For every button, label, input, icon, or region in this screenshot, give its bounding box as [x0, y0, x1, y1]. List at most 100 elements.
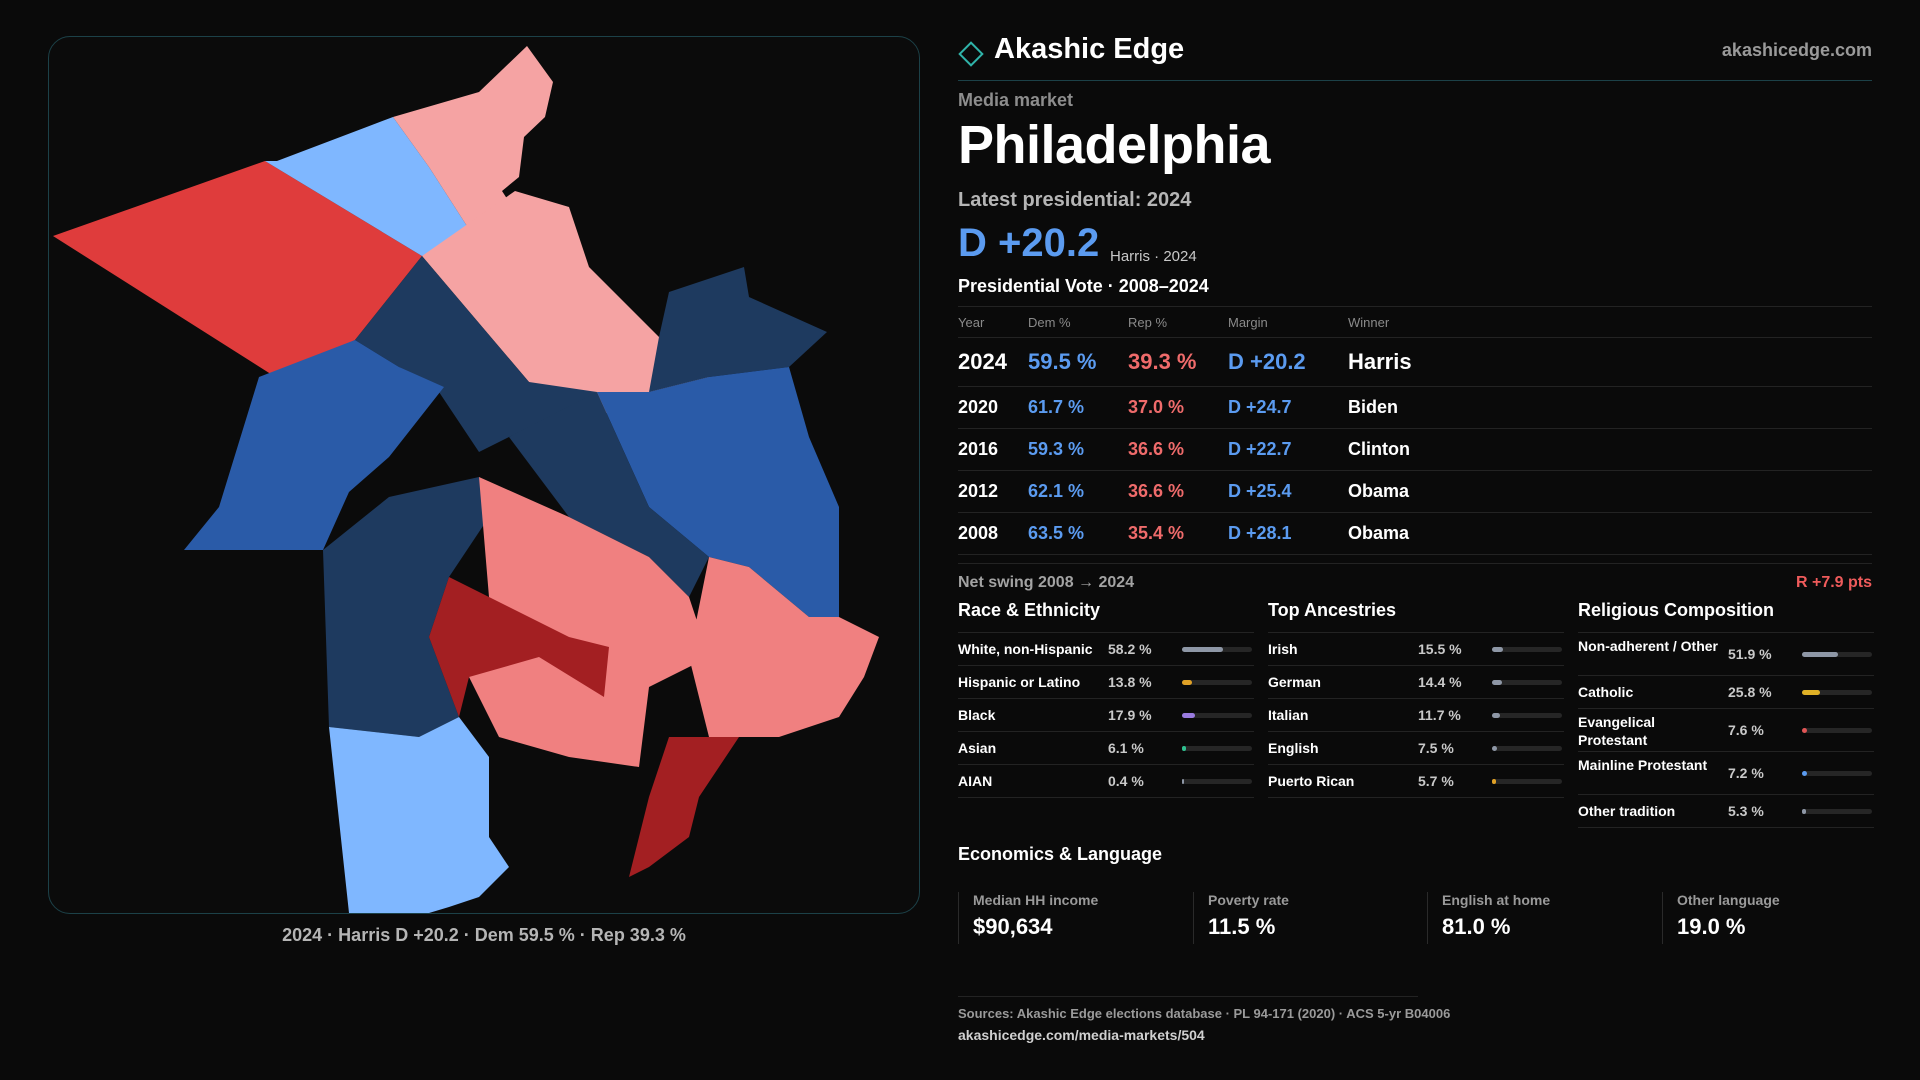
share-bar: [1802, 808, 1872, 814]
demographic-pct: 7.2 %: [1728, 765, 1764, 781]
county-region[interactable]: [429, 577, 609, 717]
demographic-pct: 5.3 %: [1728, 803, 1764, 819]
brand-name: Akashic Edge: [994, 33, 1185, 65]
demographic-row: Non-adherent / Other 51.9 %: [1578, 633, 1874, 676]
site-link[interactable]: akashicedge.com: [1721, 40, 1872, 60]
demographic-pct: 25.8 %: [1728, 684, 1772, 700]
winner-cell: Obama: [1348, 512, 1872, 555]
year-cell: 2008: [958, 512, 1028, 555]
share-bar-fill: [1492, 778, 1496, 784]
share-bar: [1492, 679, 1562, 685]
county-region[interactable]: [184, 340, 444, 550]
winner-cell: Obama: [1348, 470, 1872, 513]
winner-cell: Harris: [1348, 337, 1872, 387]
county-region[interactable]: [629, 737, 739, 877]
demographic-row: White, non-Hispanic 58.2 %: [958, 633, 1254, 666]
demographic-row: Catholic 25.8 %: [1578, 676, 1874, 709]
demographic-row: Black 17.9 %: [958, 699, 1254, 732]
county-region[interactable]: [53, 161, 422, 378]
demographic-label: Hispanic or Latino: [958, 674, 1081, 690]
vote-table-title: Presidential Vote · 2008–2024: [958, 276, 1209, 296]
share-bar-fill: [1492, 646, 1503, 652]
net-swing-row: Net swing 2008 → 2024 R +7.9 pts: [958, 563, 1872, 604]
stat-median-income: Median HH income $90,634: [958, 892, 1193, 944]
vote-table: Year Dem % Rep % Margin Winner 2024 59.5…: [958, 306, 1872, 555]
demographic-row: Other tradition 5.3 %: [1578, 795, 1874, 828]
county-region[interactable]: [355, 256, 597, 452]
share-bar: [1492, 712, 1562, 718]
share-bar-fill: [1182, 778, 1184, 784]
share-bar: [1182, 712, 1252, 718]
county-region[interactable]: [422, 191, 709, 417]
diamond-logo-icon: [958, 41, 984, 67]
ancestries-section: Top Ancestries Irish 15.5 % German 14.4 % It…: [1268, 600, 1564, 798]
county-region[interactable]: [329, 717, 509, 913]
county-region[interactable]: [597, 367, 839, 617]
headline-winner: Harris · 2024: [1110, 248, 1197, 265]
demographic-pct: 6.1 %: [1108, 740, 1144, 756]
rep-cell: 35.4 %: [1128, 512, 1228, 555]
margin-cell: D +22.7: [1228, 428, 1348, 471]
demographic-row: German 14.4 %: [1268, 666, 1564, 699]
demographic-row: Evangelical Protestant 7.6 %: [1578, 709, 1874, 752]
share-bar: [1492, 778, 1562, 784]
margin-cell: D +28.1: [1228, 512, 1348, 555]
demographic-label: Evangelical Protestant: [1578, 714, 1656, 748]
source-link[interactable]: akashicedge.com/media-markets/504: [958, 1027, 1205, 1043]
demographic-row: Irish 15.5 %: [1268, 633, 1564, 666]
county-region[interactable]: [265, 117, 474, 256]
demographic-row: AIAN 0.4 %: [958, 765, 1254, 798]
dem-cell: 59.3 %: [1028, 428, 1128, 471]
stat-value: $90,634: [973, 914, 1053, 939]
share-bar: [1182, 646, 1252, 652]
header-winner: Winner: [1348, 306, 1872, 338]
county-region[interactable]: [689, 557, 879, 737]
county-region[interactable]: [509, 392, 709, 597]
sources-note: Sources: Akashic Edge elections database…: [958, 1006, 1451, 1021]
margin-cell: D +20.2: [1228, 337, 1348, 387]
stat-label: Other language: [1677, 892, 1780, 908]
share-bar: [1492, 646, 1562, 652]
stat-english-at-home: English at home 81.0 %: [1427, 892, 1662, 944]
demographic-pct: 5.7 %: [1418, 773, 1454, 789]
dem-cell: 59.5 %: [1028, 337, 1128, 387]
share-bar: [1182, 679, 1252, 685]
share-bar-fill: [1182, 646, 1223, 652]
winner-cell: Biden: [1348, 386, 1872, 429]
county-region[interactable]: [469, 477, 709, 767]
ancestries-title: Top Ancestries: [1268, 600, 1564, 633]
demographic-rows: Irish 15.5 % German 14.4 % Italian 11.7 % Engl…: [1268, 633, 1564, 798]
share-bar: [1492, 745, 1562, 751]
demographic-label: Other tradition: [1578, 803, 1676, 819]
county-region[interactable]: [649, 267, 827, 392]
stat-label: English at home: [1442, 892, 1551, 908]
rep-cell: 39.3 %: [1128, 337, 1228, 387]
margin-cell: D +24.7: [1228, 386, 1348, 429]
year-cell: 2012: [958, 470, 1028, 513]
header-dem: Dem %: [1028, 306, 1128, 338]
stat-value: 81.0 %: [1442, 914, 1511, 939]
latest-presidential-label: Latest presidential: 2024: [958, 189, 1192, 211]
share-bar-fill: [1802, 770, 1808, 776]
county-map[interactable]: [49, 37, 920, 914]
demographic-row: English 7.5 %: [1268, 732, 1564, 765]
share-bar-fill: [1492, 745, 1498, 751]
share-bar: [1182, 745, 1252, 751]
demographic-label: Puerto Rican: [1268, 773, 1355, 789]
county-region[interactable]: [393, 46, 553, 237]
demographic-pct: 58.2 %: [1108, 641, 1152, 657]
share-bar-fill: [1802, 689, 1821, 695]
demographic-pct: 15.5 %: [1418, 641, 1462, 657]
demographic-label: Asian: [958, 740, 997, 756]
header: Akashic Edge akashicedge.com: [958, 30, 1872, 81]
county-region[interactable]: [323, 477, 489, 737]
year-cell: 2020: [958, 386, 1028, 429]
share-bar-fill: [1182, 745, 1187, 751]
header-year: Year: [958, 306, 1028, 338]
county-map-panel[interactable]: [48, 36, 920, 914]
share-bar: [1802, 770, 1872, 776]
share-bar: [1182, 778, 1252, 784]
religion-title: Religious Composition: [1578, 600, 1874, 633]
rep-cell: 36.6 %: [1128, 428, 1228, 471]
dem-cell: 63.5 %: [1028, 512, 1128, 555]
